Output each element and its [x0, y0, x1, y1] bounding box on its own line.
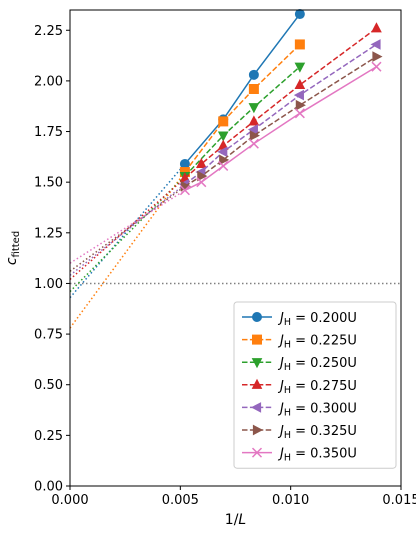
data-point: [196, 177, 207, 188]
series-layer: [178, 9, 383, 196]
x-tick-label: 0.005: [162, 493, 199, 508]
y-axis-label: cfitted: [4, 231, 22, 265]
legend-entry: JH = 0.275U: [242, 378, 357, 396]
legend-label: JH = 0.325U: [277, 424, 357, 441]
legend-entry: JH = 0.250U: [242, 356, 357, 373]
data-point: [248, 138, 259, 149]
legend-marker: [252, 334, 262, 345]
data-point: [372, 51, 383, 62]
data-point: [294, 9, 305, 20]
y-tick-label: 1.75: [34, 125, 63, 140]
extrapolation-line: [70, 163, 186, 299]
data-point: [197, 170, 208, 182]
series-line: [184, 66, 377, 191]
data-point: [293, 89, 304, 101]
data-point: [248, 103, 260, 114]
series-line: [184, 66, 301, 177]
legend-label: JH = 0.275U: [277, 379, 357, 396]
legend-label: JH = 0.200U: [277, 311, 357, 328]
legend-entry: JH = 0.300U: [242, 401, 357, 418]
data-point: [218, 116, 229, 127]
legend-entry: JH = 0.200U: [242, 311, 357, 328]
legend-label: JH = 0.250U: [277, 356, 357, 373]
legend-entry: JH = 0.325U: [242, 424, 357, 441]
legend-label: JH = 0.225U: [277, 334, 357, 351]
legend-entry: JH = 0.350U: [242, 447, 357, 464]
series: [179, 61, 382, 196]
x-tick-label: 0.010: [272, 493, 309, 508]
series: [179, 22, 382, 183]
legend: JH = 0.200U JH = 0.225U JH = 0.250U JH = 0.…: [233, 301, 397, 469]
extrapolation-line: [70, 171, 186, 329]
series-line: [184, 13, 301, 165]
legend-marker: [251, 378, 263, 389]
legend-marker: [252, 424, 264, 436]
y-tick-label: 2.00: [34, 74, 63, 89]
series-line: [184, 55, 377, 187]
x-axis: 0.000 0.005 0.010 0.015: [51, 486, 416, 508]
extrapolation-line: [70, 189, 186, 264]
data-point: [179, 185, 190, 196]
series: [178, 39, 381, 190]
y-axis: 0.00 0.25 0.50 0.75 1.00 1.25 1.50 1.75 2.00 2.25: [34, 24, 70, 495]
x-axis-label: 1/L: [225, 512, 246, 528]
y-tick-label: 0.75: [34, 328, 63, 343]
legend-marker: [251, 358, 263, 369]
data-point: [247, 124, 258, 135]
data-point: [294, 62, 306, 73]
data-point: [217, 146, 228, 158]
data-point: [248, 115, 260, 126]
legend-marker: [252, 312, 262, 322]
series: [179, 9, 305, 169]
data-point: [294, 39, 305, 50]
legend-label: JH = 0.300U: [277, 401, 357, 418]
y-tick-label: 1.50: [34, 176, 63, 191]
y-tick-label: 1.00: [34, 277, 63, 292]
y-tick-label: 0.50: [34, 378, 63, 393]
series-line: [184, 43, 377, 185]
series: [180, 51, 383, 192]
y-tick-label: 2.25: [34, 24, 63, 39]
legend-entry: JH = 0.225U: [242, 334, 357, 351]
extrapolation-line: [70, 177, 186, 280]
legend-box: [233, 301, 397, 469]
data-point: [196, 157, 207, 169]
legend-label: JH = 0.350U: [277, 447, 357, 464]
y-tick-label: 1.25: [34, 226, 63, 241]
series-line: [184, 43, 301, 173]
extrapolation-line: [70, 175, 186, 293]
data-point: [371, 61, 382, 72]
x-tick-label: 0.015: [382, 493, 416, 508]
plot-frame: [69, 9, 402, 487]
legend-marker: [251, 447, 263, 458]
data-point: [248, 83, 259, 94]
data-point: [218, 160, 229, 171]
series: [179, 39, 305, 178]
data-point: [294, 108, 305, 119]
y-tick-label: 0.00: [34, 480, 63, 495]
y-tick-label: 0.25: [34, 429, 63, 444]
x-tick-label: 0.000: [51, 493, 88, 508]
data-point: [295, 99, 306, 111]
data-point: [371, 22, 382, 33]
data-point: [219, 154, 230, 166]
series-line: [184, 27, 377, 179]
extrapolation-line: [70, 183, 186, 276]
data-point: [370, 39, 381, 50]
data-point: [217, 131, 229, 142]
data-point: [248, 69, 259, 80]
data-point: [249, 130, 260, 141]
data-point: [294, 78, 306, 90]
extrapolation-layer: [70, 163, 186, 329]
legend-marker: [250, 402, 262, 413]
